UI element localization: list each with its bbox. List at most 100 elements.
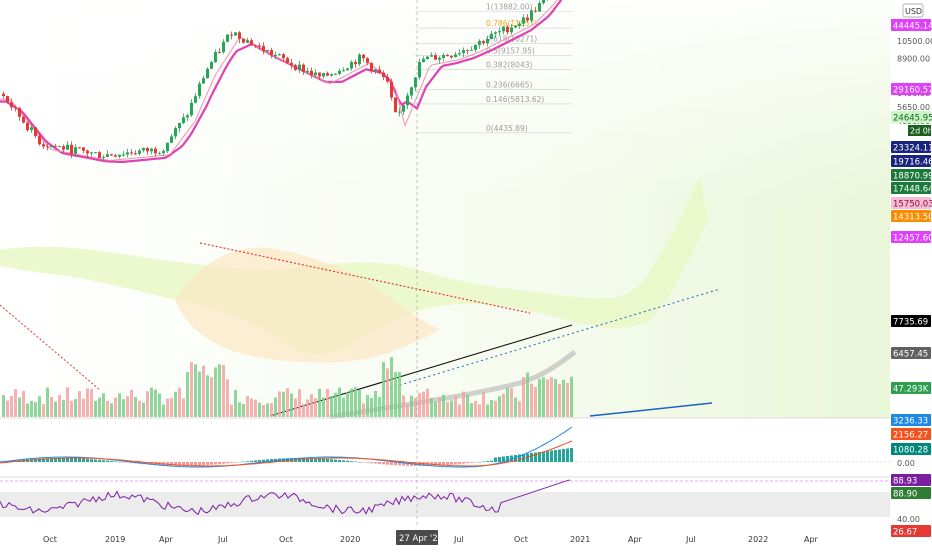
candle-body	[230, 34, 233, 36]
fib-label-15: 0(4435.89)	[486, 124, 528, 133]
time-axis-label-7: Jul	[453, 535, 464, 544]
macd-histogram-bar	[118, 461, 121, 463]
price-badge-0-bg	[891, 19, 931, 31]
volume-bar	[170, 397, 173, 417]
candle-body	[162, 150, 165, 154]
volume-bar	[182, 398, 185, 417]
time-axis-label-13: Apr	[804, 535, 819, 544]
macd-histogram-bar	[286, 458, 289, 462]
macd-histogram-bar	[326, 459, 329, 462]
candle-body	[278, 54, 281, 56]
volume-bar	[242, 404, 245, 417]
candle-body	[122, 154, 125, 156]
candle-body	[58, 146, 61, 148]
trendline-down-left	[0, 304, 101, 391]
macd-histogram-bar	[478, 461, 481, 463]
macd-histogram-bar	[82, 458, 85, 462]
candle-body	[86, 150, 89, 154]
volume-bar	[514, 397, 517, 417]
candle-body	[466, 50, 469, 52]
volume-bar	[138, 400, 141, 417]
volume-bar	[330, 396, 333, 417]
candle-body	[354, 61, 357, 65]
candle-body	[462, 50, 465, 54]
candle-body	[10, 102, 13, 108]
volume-bar	[414, 397, 417, 417]
macd-histogram-bar	[114, 461, 117, 462]
candle-body	[18, 107, 21, 117]
candle-body	[366, 58, 369, 63]
macd-histogram-bar	[58, 458, 61, 462]
macd-histogram-bar	[446, 462, 449, 465]
price-badge-1-text: 29160.57	[893, 86, 932, 96]
volume-bar	[526, 372, 529, 417]
candle-body	[498, 31, 501, 33]
volume-bar	[154, 389, 157, 417]
volume-bar	[110, 403, 113, 417]
candle-body	[442, 55, 445, 58]
volume-bar	[322, 397, 325, 417]
candle-body	[446, 55, 449, 57]
price-badge-2-text: 24645.95	[893, 114, 932, 124]
volume-bar	[82, 398, 85, 417]
volume-bar	[566, 382, 569, 417]
countdown-bg	[908, 125, 931, 136]
candle-body	[70, 144, 73, 154]
volume-bar	[122, 399, 125, 417]
volume-bar	[370, 397, 373, 417]
macd-histogram-bar	[318, 458, 321, 462]
candle-body	[210, 62, 213, 69]
price-axis-tick-8: 5650.00	[897, 103, 930, 112]
macd-histogram-bar	[270, 459, 273, 462]
volume-bar	[470, 403, 473, 417]
volume-bar	[374, 390, 377, 417]
candle-body	[38, 135, 41, 145]
price-badge-0-text: 44445.14	[893, 22, 932, 32]
macd-tick-zero: 0.00	[897, 459, 915, 468]
macd-histogram-bar	[38, 458, 41, 462]
macd-histogram-bar	[218, 462, 221, 465]
volume-bar	[218, 364, 221, 417]
candle-body	[434, 55, 437, 60]
candle-body	[226, 34, 229, 42]
volume-bar	[10, 395, 13, 417]
candle-body	[90, 152, 93, 154]
volume-bar	[422, 391, 425, 417]
candle-body	[54, 145, 57, 147]
volume-bar	[70, 400, 73, 417]
macd-histogram-bar	[146, 462, 149, 465]
macd-badge-2-bg	[891, 443, 931, 455]
macd-histogram-bar	[230, 462, 233, 463]
candle-body	[46, 146, 49, 148]
fib-label-10: 0.618(10271)	[486, 34, 537, 43]
candle-body	[298, 64, 301, 70]
candle-body	[246, 40, 249, 43]
volume-bar	[230, 404, 233, 417]
candle-body	[350, 61, 353, 69]
candle-body	[526, 17, 529, 21]
volume-bar	[250, 398, 253, 417]
macd-histogram-bar	[6, 461, 9, 462]
macd-histogram-bar	[302, 458, 305, 462]
macd-histogram-bar	[466, 462, 469, 464]
volume-bar	[290, 393, 293, 417]
candle-body	[34, 127, 37, 136]
candle-body	[306, 70, 309, 72]
price-badge-6-text: 17448.64	[893, 185, 932, 195]
macd-histogram-bar	[402, 462, 405, 466]
candle-body	[98, 152, 101, 158]
rsi-badge-1-text: 88.90	[893, 490, 917, 500]
rsi-badge-2-text: 26.67	[893, 528, 917, 538]
volume-bar	[418, 393, 421, 417]
macd-histogram-bar	[434, 462, 437, 466]
candle-body	[182, 117, 185, 123]
volume-bar	[490, 399, 493, 417]
candle-body	[346, 68, 349, 71]
macd-histogram-bar	[210, 462, 213, 465]
macd-histogram-bar	[542, 451, 545, 462]
time-axis-label-12: 2022	[748, 535, 768, 544]
candle-body	[74, 147, 77, 154]
volume-bar	[294, 398, 297, 417]
volume-bar	[350, 388, 353, 417]
